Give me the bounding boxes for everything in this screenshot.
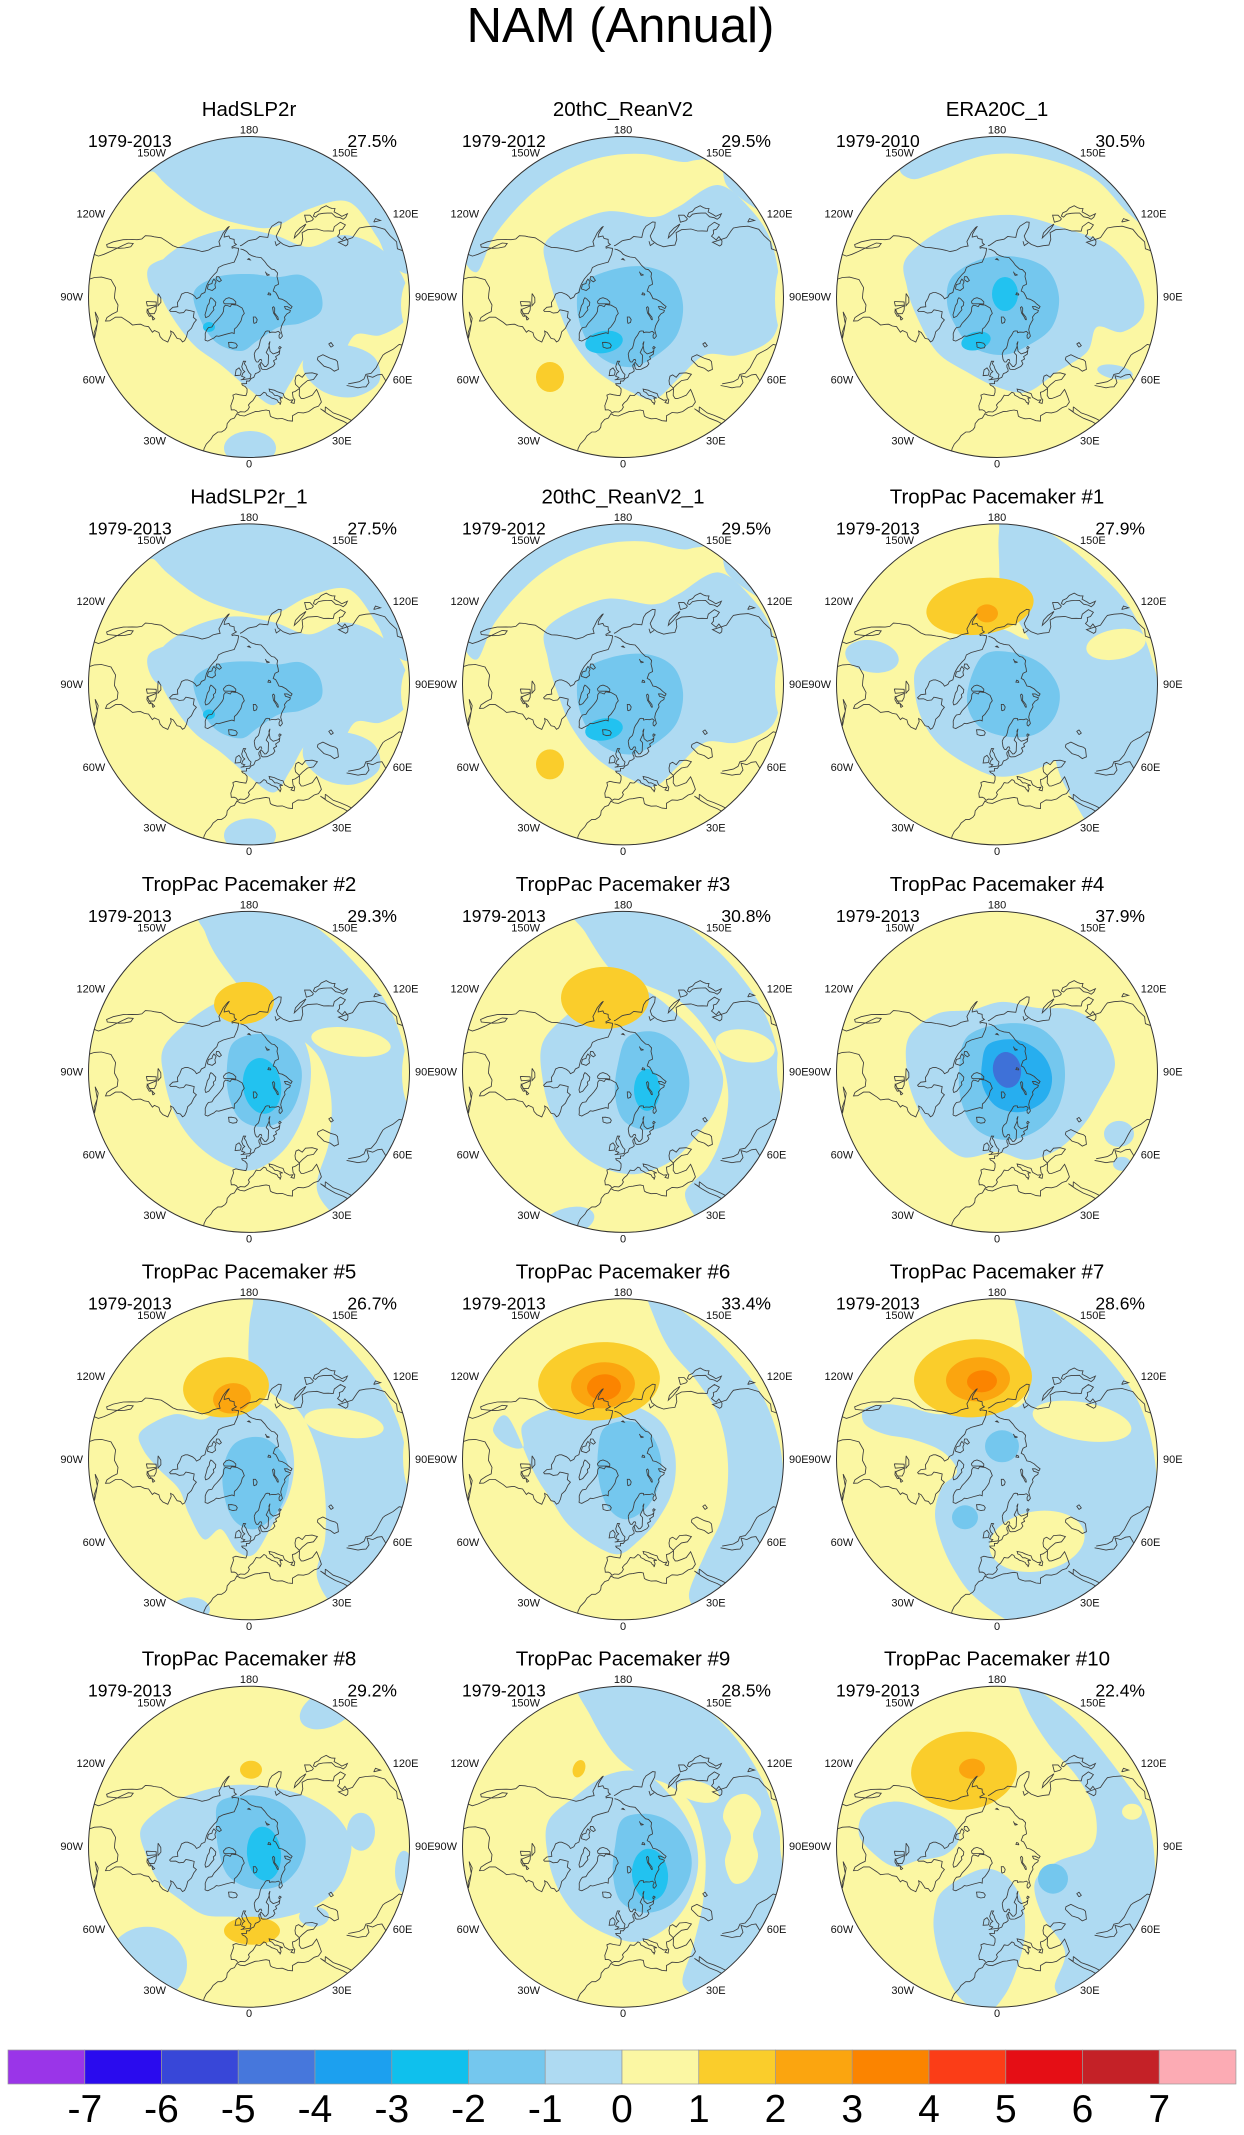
svg-text:29.5%: 29.5%: [721, 131, 771, 151]
svg-text:TropPac Pacemaker #1: TropPac Pacemaker #1: [890, 485, 1105, 508]
svg-text:4: 4: [918, 2088, 940, 2130]
svg-text:7: 7: [1148, 2088, 1170, 2130]
svg-text:TropPac Pacemaker #9: TropPac Pacemaker #9: [516, 1648, 731, 1671]
svg-text:180: 180: [240, 899, 258, 911]
svg-text:TropPac Pacemaker #7: TropPac Pacemaker #7: [890, 1260, 1105, 1283]
svg-text:1979-2013: 1979-2013: [836, 1293, 920, 1313]
svg-text:TropPac Pacemaker #2: TropPac Pacemaker #2: [142, 873, 357, 896]
svg-text:180: 180: [988, 899, 1006, 911]
svg-text:180: 180: [614, 1287, 632, 1299]
svg-text:180: 180: [614, 512, 632, 524]
svg-text:0: 0: [994, 846, 1000, 858]
svg-text:TropPac Pacemaker #6: TropPac Pacemaker #6: [516, 1260, 731, 1283]
svg-text:1: 1: [688, 2088, 710, 2130]
svg-text:3: 3: [841, 2088, 863, 2130]
svg-text:0: 0: [620, 1621, 626, 1633]
svg-text:180: 180: [240, 1287, 258, 1299]
svg-text:0: 0: [246, 1621, 252, 1633]
svg-text:HadSLP2r_1: HadSLP2r_1: [190, 485, 307, 508]
svg-text:1979-2012: 1979-2012: [462, 131, 546, 151]
svg-text:-1: -1: [528, 2088, 563, 2130]
svg-text:27.9%: 27.9%: [1095, 518, 1145, 538]
svg-text:26.7%: 26.7%: [347, 1293, 397, 1313]
svg-text:180: 180: [614, 1674, 632, 1686]
svg-text:1979-2013: 1979-2013: [462, 1681, 546, 1701]
svg-text:180: 180: [988, 1287, 1006, 1299]
svg-text:-5: -5: [221, 2088, 256, 2130]
svg-text:5: 5: [995, 2088, 1017, 2130]
svg-text:180: 180: [240, 512, 258, 524]
svg-text:37.9%: 37.9%: [1095, 906, 1145, 926]
svg-text:28.5%: 28.5%: [721, 1681, 771, 1701]
svg-text:20thC_ReanV2: 20thC_ReanV2: [553, 98, 693, 121]
svg-text:0: 0: [246, 2008, 252, 2020]
svg-text:1979-2013: 1979-2013: [836, 518, 920, 538]
svg-text:-7: -7: [67, 2088, 102, 2130]
svg-text:1979-2013: 1979-2013: [462, 906, 546, 926]
svg-text:1979-2013: 1979-2013: [88, 1293, 172, 1313]
svg-text:20thC_ReanV2_1: 20thC_ReanV2_1: [542, 485, 705, 508]
svg-text:0: 0: [620, 2008, 626, 2020]
svg-text:-6: -6: [144, 2088, 179, 2130]
svg-text:180: 180: [614, 899, 632, 911]
svg-text:ERA20C_1: ERA20C_1: [946, 98, 1049, 121]
svg-text:29.5%: 29.5%: [721, 518, 771, 538]
svg-text:2: 2: [765, 2088, 787, 2130]
svg-text:TropPac Pacemaker #10: TropPac Pacemaker #10: [884, 1648, 1110, 1671]
svg-text:0: 0: [620, 846, 626, 858]
svg-text:29.3%: 29.3%: [347, 906, 397, 926]
svg-text:1979-2010: 1979-2010: [836, 131, 920, 151]
svg-text:0: 0: [994, 1233, 1000, 1245]
svg-text:0: 0: [246, 846, 252, 858]
svg-text:29.2%: 29.2%: [347, 1681, 397, 1701]
svg-text:1979-2013: 1979-2013: [88, 518, 172, 538]
svg-text:-4: -4: [298, 2088, 333, 2130]
svg-text:1979-2013: 1979-2013: [88, 131, 172, 151]
svg-text:-2: -2: [451, 2088, 486, 2130]
svg-text:0: 0: [620, 1233, 626, 1245]
svg-text:1979-2013: 1979-2013: [836, 906, 920, 926]
svg-text:22.4%: 22.4%: [1095, 1681, 1145, 1701]
svg-text:TropPac Pacemaker #4: TropPac Pacemaker #4: [890, 873, 1105, 896]
svg-text:27.5%: 27.5%: [347, 131, 397, 151]
svg-text:33.4%: 33.4%: [721, 1293, 771, 1313]
svg-text:180: 180: [240, 1674, 258, 1686]
svg-text:1979-2013: 1979-2013: [88, 1681, 172, 1701]
svg-text:TropPac Pacemaker #5: TropPac Pacemaker #5: [142, 1260, 357, 1283]
svg-text:180: 180: [988, 125, 1006, 137]
svg-text:1979-2013: 1979-2013: [88, 906, 172, 926]
svg-text:0: 0: [246, 459, 252, 471]
svg-text:28.6%: 28.6%: [1095, 1293, 1145, 1313]
svg-text:HadSLP2r: HadSLP2r: [202, 98, 297, 121]
svg-text:0: 0: [994, 1621, 1000, 1633]
svg-text:0: 0: [620, 459, 626, 471]
svg-text:TropPac Pacemaker #3: TropPac Pacemaker #3: [516, 873, 731, 896]
svg-text:180: 180: [988, 512, 1006, 524]
svg-text:6: 6: [1072, 2088, 1094, 2130]
svg-text:1979-2013: 1979-2013: [462, 1293, 546, 1313]
svg-text:0: 0: [994, 2008, 1000, 2020]
svg-text:TropPac Pacemaker #8: TropPac Pacemaker #8: [142, 1648, 357, 1671]
svg-text:27.5%: 27.5%: [347, 518, 397, 538]
svg-text:NAM (Annual): NAM (Annual): [467, 0, 775, 53]
svg-text:0: 0: [994, 459, 1000, 471]
svg-text:-3: -3: [374, 2088, 409, 2130]
svg-text:0: 0: [246, 1233, 252, 1245]
svg-text:30.5%: 30.5%: [1095, 131, 1145, 151]
svg-text:1979-2013: 1979-2013: [836, 1681, 920, 1701]
svg-text:1979-2012: 1979-2012: [462, 518, 546, 538]
svg-text:180: 180: [988, 1674, 1006, 1686]
svg-text:180: 180: [240, 125, 258, 137]
svg-text:30.8%: 30.8%: [721, 906, 771, 926]
svg-text:0: 0: [611, 2088, 633, 2130]
svg-text:180: 180: [614, 125, 632, 137]
